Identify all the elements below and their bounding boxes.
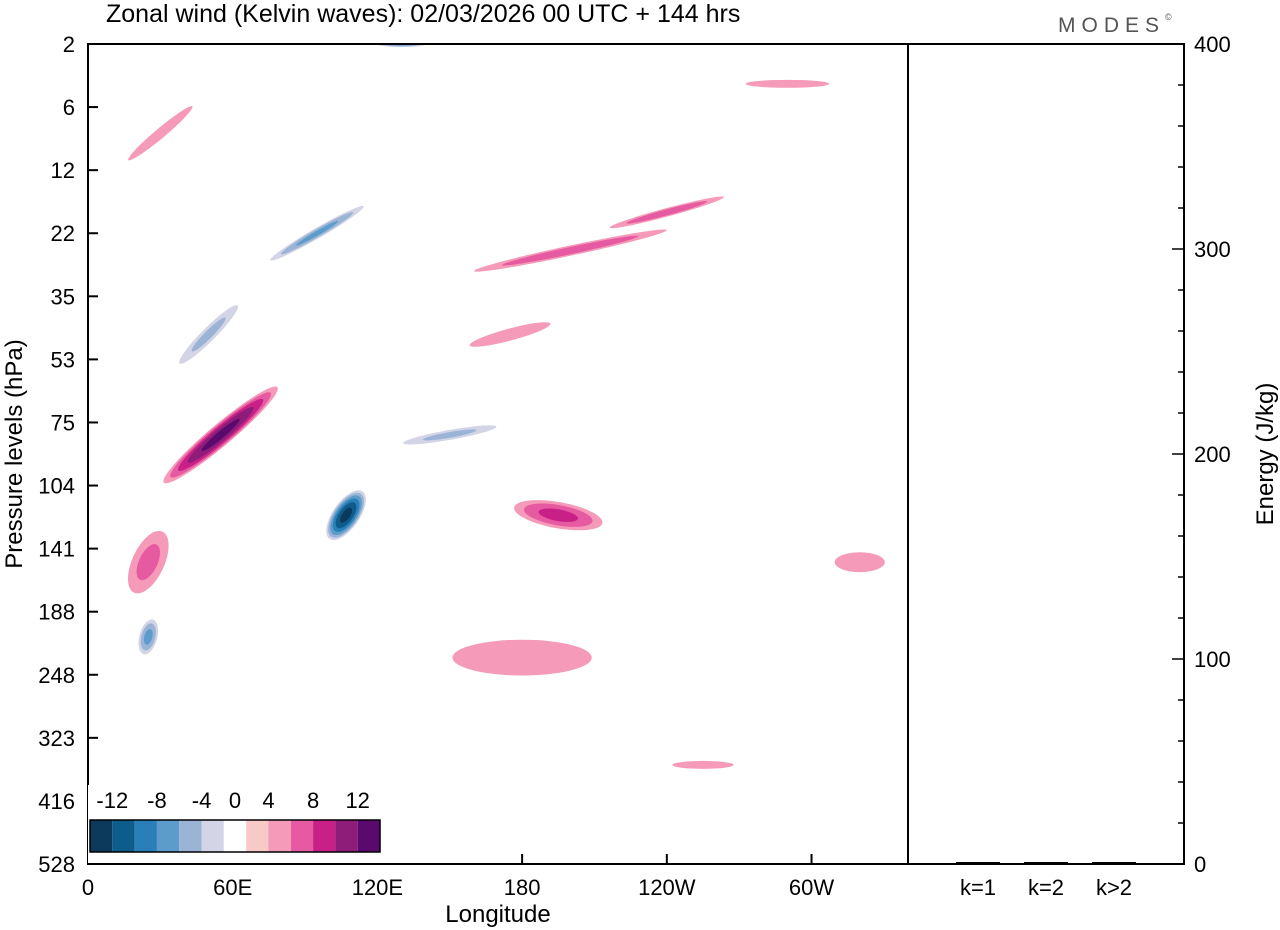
- colorbar-swatch: [201, 820, 224, 852]
- y-tick-label: 53: [51, 347, 75, 372]
- colorbar-swatch: [179, 820, 202, 852]
- energy-bar: [1024, 862, 1068, 864]
- colorbar-label: 4: [262, 788, 274, 813]
- logo-copyright: ©: [1165, 12, 1172, 22]
- chart-title: Zonal wind (Kelvin waves): 02/03/2026 00…: [106, 0, 740, 28]
- colorbar-swatch: [156, 820, 180, 852]
- colorbar-swatch: [313, 820, 336, 852]
- contour-shade: [834, 552, 885, 573]
- contour-shade: [626, 201, 708, 224]
- colorbar-swatch: [134, 820, 157, 852]
- x-tick-label: 180: [504, 875, 541, 900]
- x-axis-label: Longitude: [445, 901, 550, 928]
- y-tick-label: 323: [38, 726, 75, 751]
- contour-shade: [452, 639, 592, 676]
- colorbar-swatch: [90, 820, 113, 852]
- y-tick-label: 416: [38, 789, 75, 814]
- contour-shade: [469, 322, 551, 347]
- x-tick-label: 0: [82, 875, 94, 900]
- colorbar-label: -12: [96, 788, 128, 813]
- contour-shade: [359, 135, 492, 172]
- contour-shade: [538, 508, 579, 522]
- colorbar-swatch: [335, 820, 358, 852]
- contour-shade: [422, 429, 477, 441]
- x-tick-label: 60W: [789, 875, 834, 900]
- colorbar-swatch: [268, 820, 291, 852]
- colorbar-swatch: [357, 820, 380, 852]
- contour-shade: [191, 317, 226, 352]
- x-tick-label: 120E: [352, 875, 403, 900]
- contour-shade: [128, 106, 193, 161]
- energy-tick-label: 200: [1194, 442, 1231, 467]
- x-tick-label: 60E: [213, 875, 252, 900]
- energy-frame: [907, 43, 1185, 865]
- y-tick-label: 248: [38, 663, 75, 688]
- colorbar-swatch: [246, 820, 269, 852]
- contour-shade: [136, 544, 161, 581]
- contour-shade: [143, 629, 153, 645]
- y-tick-label: 12: [51, 158, 75, 183]
- energy-bar: [956, 862, 1000, 864]
- energy-tick-label: 0: [1194, 852, 1206, 877]
- y-tick-label: 188: [38, 600, 75, 625]
- contour-shade: [411, 674, 440, 698]
- energy-bar: [1092, 862, 1136, 864]
- contour-shade: [502, 235, 639, 266]
- contour-shade: [340, 507, 353, 523]
- y-tick-label: 22: [51, 221, 75, 246]
- colorbar-label: -8: [147, 788, 167, 813]
- y-tick-label: 2: [63, 32, 75, 57]
- colorbar-swatch: [290, 820, 314, 852]
- energy-category-label: k=1: [960, 875, 996, 900]
- energy-tick-label: 400: [1194, 32, 1231, 57]
- colorbar-swatch: [112, 820, 135, 852]
- energy-tick-label: 300: [1194, 237, 1231, 262]
- energy-tick-label: 100: [1194, 647, 1231, 672]
- modes-logo: MODES©: [1058, 12, 1172, 37]
- contour-shade: [201, 418, 240, 452]
- y-tick-label: 528: [38, 852, 75, 877]
- y-axis-label: Pressure levels (hPa): [1, 339, 28, 568]
- y-tick-label: 6: [63, 95, 75, 120]
- y-tick-label: 141: [38, 537, 75, 562]
- colorbar-swatch: [223, 820, 247, 852]
- colorbar-label: 8: [307, 788, 319, 813]
- y-tick-label: 104: [38, 474, 75, 499]
- contour-shade: [672, 760, 734, 769]
- energy-category-label: k=2: [1028, 875, 1064, 900]
- colorbar-label: -4: [192, 788, 212, 813]
- energy-category-label: k>2: [1096, 875, 1132, 900]
- colorbar-label: 12: [345, 788, 369, 813]
- y-tick-label: 75: [51, 410, 75, 435]
- y-tick-label: 35: [51, 284, 75, 309]
- contour-shade: [745, 79, 830, 88]
- x-tick-label: 120W: [638, 875, 696, 900]
- energy-axis-label: Energy (J/kg): [1252, 383, 1279, 526]
- colorbar-frame: [89, 819, 381, 853]
- colorbar-label: 0: [229, 788, 241, 813]
- contour-shade: [296, 221, 339, 246]
